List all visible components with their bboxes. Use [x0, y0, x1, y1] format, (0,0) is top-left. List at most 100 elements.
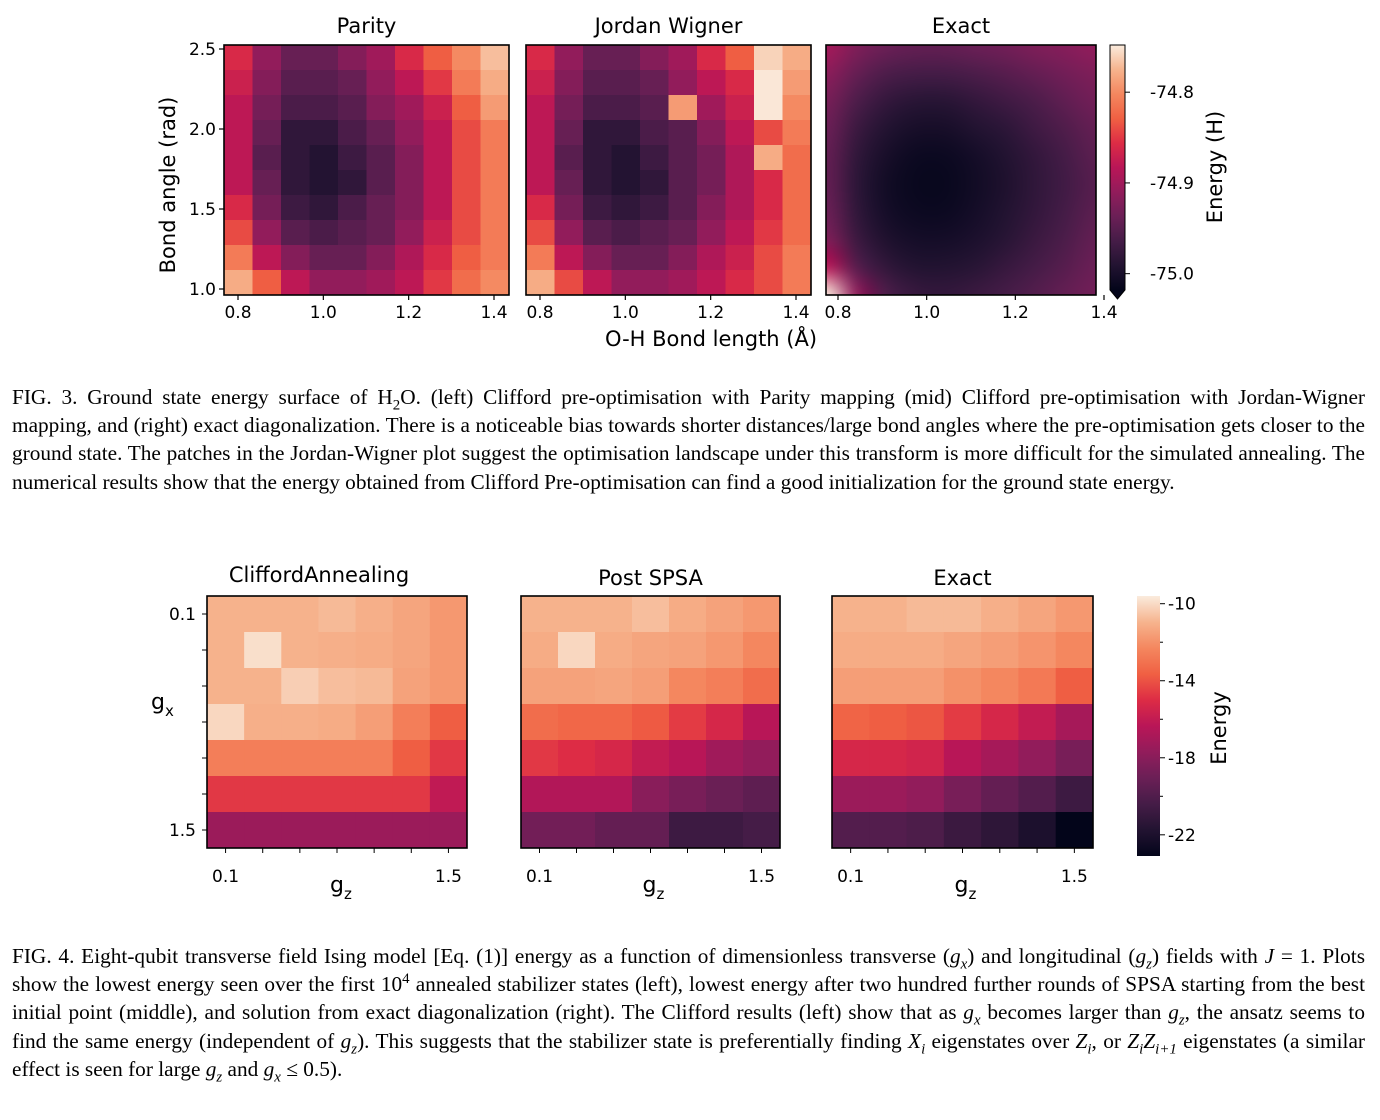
exact-heatmap-cell	[906, 740, 945, 777]
parity-heatmap-cell	[281, 245, 310, 271]
exact-heatmap-cell	[832, 740, 870, 777]
clifford-annealing-heatmap-cell	[281, 632, 319, 669]
post-spsa-heatmap-cell	[595, 596, 633, 633]
jordan-wigner-heatmap-cell	[554, 95, 584, 121]
jordan-wigner-heatmap-cell	[754, 170, 783, 196]
x-axis-label: gz	[955, 873, 977, 903]
parity-heatmap-cell	[366, 170, 396, 196]
clifford-annealing-heatmap-cell	[392, 812, 431, 849]
clifford-annealing-heatmap-cell	[355, 704, 394, 741]
colorbar-label: Energy	[1207, 691, 1231, 765]
parity-heatmap-cell	[452, 120, 481, 146]
parity-heatmap-cell	[224, 170, 253, 196]
caption-math: Zi	[1127, 1028, 1144, 1057]
exact-heatmap-cell	[981, 776, 1019, 813]
exact-heatmap-cell	[906, 632, 945, 669]
exact-heatmap-cell	[1018, 632, 1057, 669]
parity-heatmap-cell	[309, 245, 339, 271]
caption-math: gx	[949, 944, 968, 973]
parity-heatmap-cell	[338, 70, 367, 96]
parity-heatmap-cell	[224, 245, 253, 271]
jordan-wigner-heatmap-cell	[640, 120, 669, 146]
clifford-annealing-heatmap-cell	[281, 704, 319, 741]
jordan-wigner-heatmap-cell	[754, 145, 783, 171]
exact-heatmap-cell	[832, 668, 870, 705]
exact-heatmap-cell	[943, 596, 982, 633]
exact-heatmap-cell	[1055, 740, 1094, 777]
post-spsa-heatmap-cell	[743, 704, 781, 741]
x-axis-label: gz	[643, 873, 665, 903]
parity-heatmap-cell	[366, 145, 396, 171]
exact-heatmap-cell	[981, 668, 1019, 705]
post-spsa-heatmap-cell	[706, 812, 744, 849]
jordan-wigner-heatmap-cell	[640, 70, 669, 96]
clifford-annealing-heatmap-cell	[355, 776, 394, 813]
parity-heatmap-cell	[395, 270, 424, 296]
clifford-annealing-heatmap-cell	[429, 704, 468, 741]
post-spsa-heatmap-cell	[595, 632, 633, 669]
exact-heatmap-cell	[832, 812, 870, 849]
post-spsa-heatmap-cell	[595, 812, 633, 849]
post-spsa-heatmap-cell	[669, 740, 707, 777]
jordan-wigner-heatmap-cell	[640, 145, 669, 171]
jordan-wigner-heatmap-cell	[526, 220, 555, 246]
colorbar	[1110, 45, 1125, 290]
clifford-annealing-heatmap-cell	[392, 776, 431, 813]
clifford-annealing-heatmap-cell	[355, 740, 394, 777]
parity-heatmap-cell	[366, 45, 396, 71]
exact-heatmap-cell	[832, 704, 870, 741]
parity-heatmap-cell	[395, 245, 424, 271]
parity-heatmap-cell	[252, 170, 282, 196]
post-spsa-heatmap-cell	[706, 596, 744, 633]
jordan-wigner-heatmap-cell	[754, 245, 783, 271]
clifford-annealing-heatmap-cell	[281, 668, 319, 705]
parity-heatmap-cell	[281, 270, 310, 296]
parity-heatmap-cell	[423, 195, 453, 221]
y-tick-label: 0.1	[169, 605, 196, 625]
parity-heatmap-cell	[452, 170, 481, 196]
caption-text: eigenstates (a similar effect is seen fo…	[12, 1028, 1365, 1081]
exact-heatmap-cell	[981, 632, 1019, 669]
post-spsa-heatmap-cell	[558, 740, 596, 777]
x-tick-label: 0.1	[212, 867, 239, 887]
jordan-wigner-heatmap-cell	[697, 195, 726, 221]
parity-heatmap-cell	[480, 120, 510, 146]
jordan-wigner-heatmap-cell	[554, 270, 584, 296]
jordan-wigner-heatmap-cell	[782, 270, 812, 296]
exact-heatmap-cell	[1018, 812, 1057, 849]
exact-heatmap-cell	[832, 776, 870, 813]
exact-heatmap-cell	[906, 812, 945, 849]
post-spsa-heatmap-cell	[632, 596, 670, 633]
clifford-annealing-heatmap-cell	[244, 668, 282, 705]
exact-heatmap-cell	[943, 632, 982, 669]
x-axis-label-subscript: z	[344, 885, 352, 903]
jordan-wigner-heatmap-cell	[526, 145, 555, 171]
colorbar	[1137, 596, 1160, 856]
exact-heatmap-cell	[943, 776, 982, 813]
jordan-wigner-heatmap-cell	[754, 70, 783, 96]
jordan-wigner-heatmap-cell	[782, 120, 812, 146]
parity-heatmap-cell	[366, 95, 396, 121]
y-tick-label: 1.5	[169, 821, 196, 841]
post-spsa-heatmap-cell	[521, 596, 559, 633]
jordan-wigner-heatmap-cell	[583, 95, 612, 121]
jordan-wigner-heatmap-cell	[782, 70, 812, 96]
jordan-wigner-heatmap-cell	[697, 145, 726, 171]
parity-heatmap-cell	[281, 170, 310, 196]
caption-text: FIG. 4. Eight-qubit transverse field Isi…	[12, 944, 950, 968]
parity-heatmap-cell	[423, 95, 453, 121]
clifford-annealing-heatmap-cell	[207, 668, 245, 705]
exact-heatmap-cell	[1018, 596, 1057, 633]
caption-text: and	[222, 1056, 264, 1081]
clifford-annealing-heatmap-cell	[318, 812, 357, 849]
parity-heatmap-cell	[309, 95, 339, 121]
parity-heatmap-cell	[480, 220, 510, 246]
post-spsa-heatmap-cell	[706, 704, 744, 741]
jordan-wigner-heatmap-cell	[554, 145, 584, 171]
parity-heatmap-cell	[338, 270, 367, 296]
caption-text: , the ansatz seems to find the same ener…	[12, 1000, 1365, 1053]
y-axis-label: gx	[151, 690, 174, 720]
jordan-wigner-heatmap-cell	[640, 195, 669, 221]
jordan-wigner-heatmap-cell	[554, 70, 584, 96]
caption-text: FIG. 3. Ground state energy surface of H	[12, 385, 393, 409]
